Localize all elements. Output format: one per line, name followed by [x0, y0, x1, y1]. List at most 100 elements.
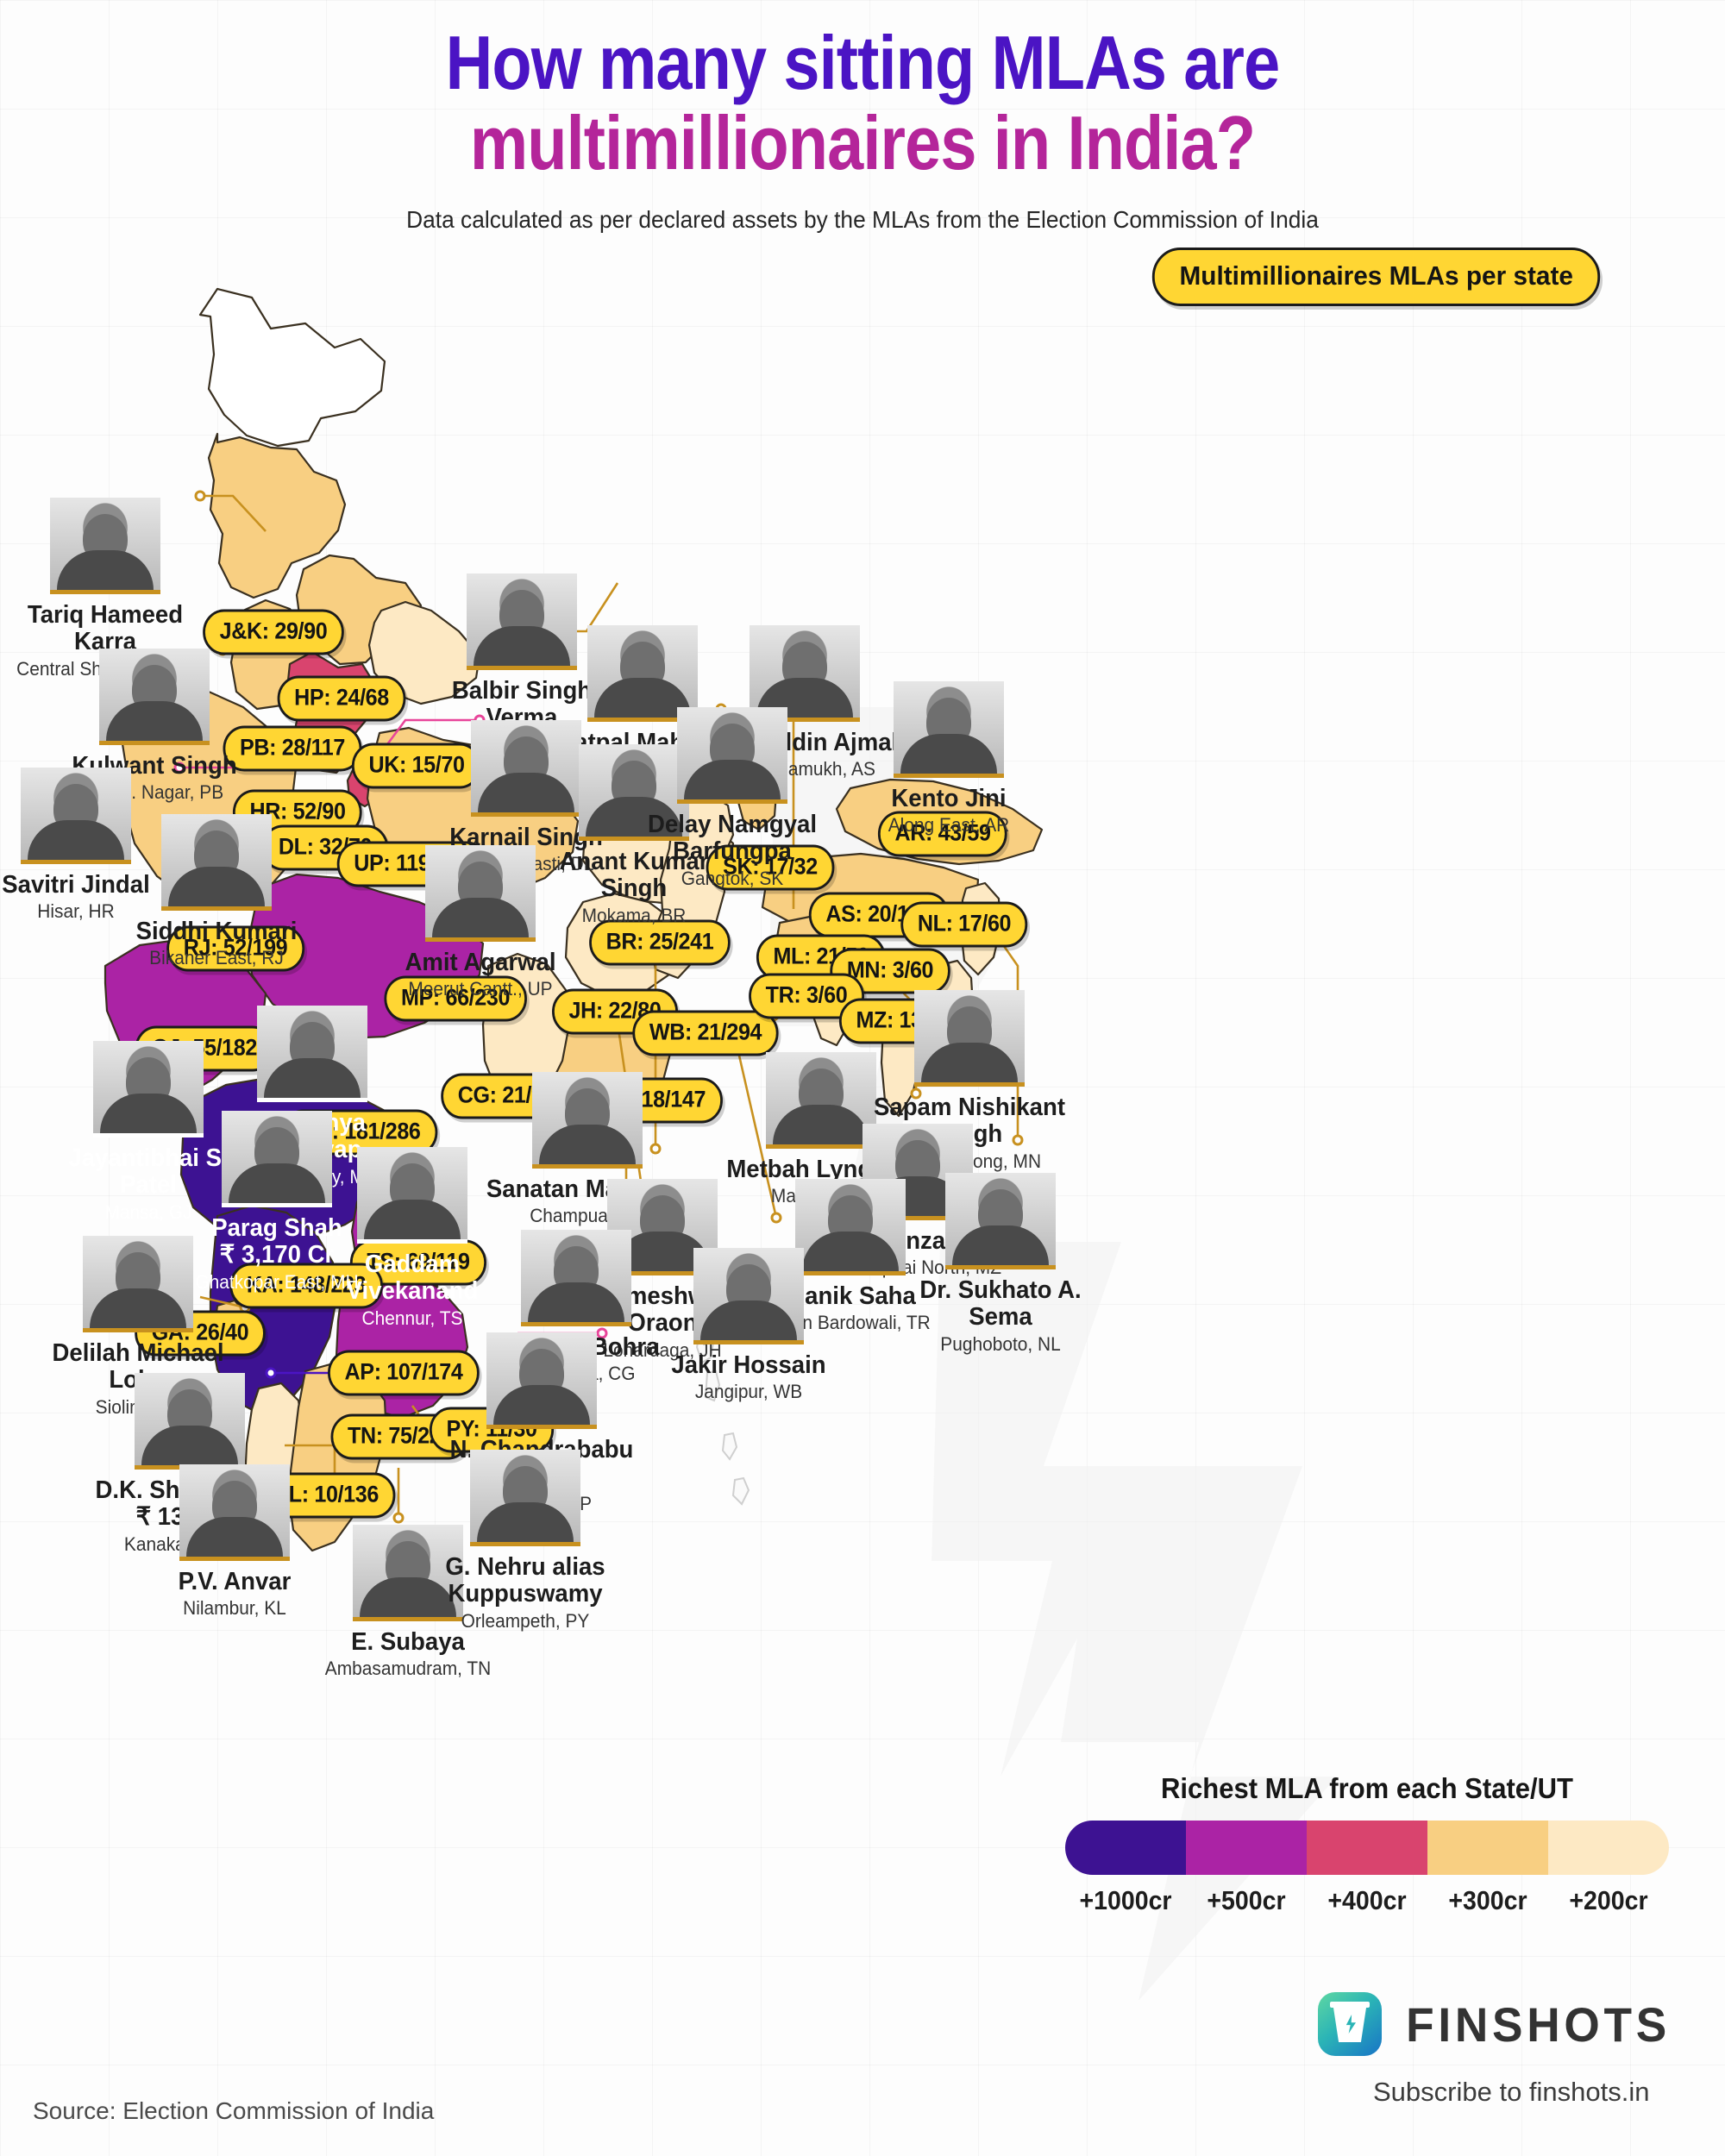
person-name: Anant Kumar Singh	[559, 848, 709, 903]
person-photo-anvar	[179, 1464, 290, 1561]
person-card-siddhi: Siddhi Kumari Bikaner East, RJ	[109, 814, 324, 969]
leader-dot-rameshwar	[649, 1143, 662, 1155]
person-card-manik: Manik Saha Town Bardowali, TR	[743, 1179, 958, 1334]
person-card-kento: Kento Jini Along East, AR	[841, 681, 1057, 837]
person-photo-gaddam	[357, 1147, 467, 1244]
person-photo-kento	[894, 681, 1004, 778]
state-pill-wb[interactable]: WB: 21/294	[632, 1010, 779, 1056]
person-card-chetanya: Chetanya KashyapRatlam City, MP	[204, 1006, 420, 1188]
state-pill-br[interactable]: BR: 25/241	[589, 919, 731, 966]
state-pill-mn[interactable]: MN: 3/60	[830, 948, 950, 994]
person-photo-subaya	[353, 1525, 463, 1621]
person-card-amit: Amit Agarwal Meerut Cantt., UP	[373, 845, 588, 1000]
person-constituency: Jangipur, WB	[694, 1381, 803, 1403]
person-card-anant: Anant Kumar Singh Mokama, BR	[526, 744, 742, 926]
person-photo-jayanti	[93, 1041, 204, 1138]
person-photo-metbah	[766, 1052, 876, 1149]
state-jk	[207, 432, 347, 599]
state-pill-rj[interactable]: RJ: 52/199	[166, 925, 304, 972]
person-photo-karnail	[471, 720, 581, 817]
person-card-nehru: G. Nehru alias Kuppuswamy Orleampeth, PY	[417, 1450, 633, 1632]
person-name: E. Subaya	[351, 1628, 465, 1656]
leader-dot-subaya	[392, 1512, 405, 1524]
brand-name: FINSHOTS	[1406, 1996, 1672, 2052]
person-constituency: Gangtok, SK	[681, 867, 784, 889]
state-pill-uk[interactable]: UK: 15/70	[351, 743, 482, 789]
state-uk	[367, 600, 481, 705]
person-name: Jayantibhai S. Patel	[68, 1144, 229, 1200]
person-card-savitri: Savitri Jindal Hisar, HR	[0, 768, 184, 923]
state-pill-nl[interactable]: NL: 17/60	[900, 901, 1028, 948]
person-card-parag: Parag Shah ₹ 3,170 Cr Ghatkopar East, MH	[169, 1111, 385, 1294]
state-pill-ar[interactable]: AR: 43/59	[877, 811, 1008, 857]
person-photo-siddhi	[161, 814, 272, 911]
person-photo-karra	[50, 498, 160, 594]
map-legend: Richest MLA from each State/UT +1000cr +5…	[1065, 1772, 1669, 1916]
person-name: G. Nehru alias Kuppuswamy	[445, 1553, 605, 1608]
person-photo-satpal	[587, 625, 698, 722]
state-pill-ap[interactable]: AP: 107/174	[328, 1350, 480, 1396]
source-note: Source: Election Commission of India	[33, 2097, 435, 2124]
person-photo-balbir	[467, 573, 577, 670]
state-pill-mz[interactable]: MZ: 13/40	[838, 998, 969, 1044]
person-photo-sanatan	[532, 1072, 643, 1169]
legend-label-1: +500cr	[1207, 1885, 1286, 1915]
legend-swatches	[1065, 1821, 1669, 1875]
leader-dot-ginzalala	[910, 1087, 922, 1100]
header: How many sitting MLAs are multimillionai…	[0, 0, 1725, 234]
person-constituency: Chennur, TS	[361, 1307, 463, 1329]
person-photo-anant	[579, 744, 689, 841]
person-constituency: Pughoboto, NL	[940, 1332, 1061, 1355]
person-constituency: Mokama, BR	[581, 904, 687, 926]
state-ladakh	[198, 287, 386, 448]
person-photo-nehru	[470, 1450, 580, 1546]
person-photo-parag	[222, 1111, 332, 1207]
person-name: Amit Agarwal	[405, 949, 556, 976]
legend-swatch-2	[1307, 1821, 1427, 1875]
state-pill-mp[interactable]: MP: 66/230	[384, 975, 527, 1022]
legend-swatch-4	[1548, 1821, 1669, 1875]
state-pill-hp[interactable]: HP: 24/68	[277, 675, 406, 722]
person-constituency: Nilambur, KL	[183, 1597, 286, 1620]
person-constituency: Hisar, HR	[37, 900, 115, 923]
person-photo-jakir	[693, 1248, 804, 1344]
person-photo-sukhato	[945, 1173, 1056, 1269]
person-name: Delay Namgyal Barfungpa	[647, 811, 817, 866]
person-card-anvar: P.V. Anvar Nilambur, KL	[127, 1464, 342, 1620]
person-card-jakir: Jakir Hossain Jangipur, WB	[641, 1248, 856, 1403]
person-photo-bhawna	[521, 1230, 631, 1326]
person-card-jayanti: Jayantibhai S. Patel Mansa, GJ	[41, 1041, 256, 1223]
india-choropleth-map: J&K: 29/90 HP: 24/68 PB: 28/117 UK: 15/70 HR…	[0, 285, 1725, 2061]
legend-swatch-3	[1427, 1821, 1548, 1875]
finshots-logo-icon	[1318, 1992, 1382, 2056]
legend-label-2: +400cr	[1327, 1885, 1407, 1915]
person-photo-delilah	[83, 1236, 193, 1332]
subscribe-text: Subscribe to finshots.in	[1373, 2077, 1650, 2107]
page-title-line1: How many sitting MLAs are	[445, 20, 1281, 105]
state-pill-jk[interactable]: J&K: 29/90	[203, 609, 344, 655]
person-name: Gaddam Vivekanand	[346, 1250, 479, 1306]
leader-dot-dks	[265, 1367, 277, 1379]
legend-swatch-1	[1186, 1821, 1307, 1875]
legend-swatch-0	[1065, 1821, 1186, 1875]
leader-dot-karra	[194, 490, 206, 502]
person-name: Dr. Sukhato A. Sema	[919, 1276, 1082, 1332]
state-pill-ka[interactable]: KA: 148/223	[229, 1263, 383, 1309]
person-photo-chetanya	[257, 1006, 367, 1102]
person-constituency: Bikaner East, RJ	[149, 947, 284, 969]
person-card-delilah: Delilah Michael LoboSiolim, GA	[30, 1236, 246, 1418]
person-constituency: Along East, AR	[888, 814, 1010, 837]
person-name: Kento Jini	[891, 785, 1007, 812]
state-pill-sk[interactable]: SK: 17/32	[706, 844, 835, 891]
person-photo-naidu	[486, 1332, 597, 1429]
finshots-brand: FINSHOTS	[1318, 1992, 1678, 2056]
person-photo-amit	[425, 845, 536, 942]
legend-label-0: +1000cr	[1079, 1885, 1172, 1915]
page-title-line2: multimillionaires in India?	[469, 100, 1256, 186]
person-constituency: Ambasamudram, TN	[324, 1658, 492, 1680]
legend-label-3: +300cr	[1448, 1885, 1527, 1915]
leader-dot-sukhato	[1012, 1134, 1024, 1146]
person-photo-delay	[677, 707, 787, 804]
person-photo-sapam	[914, 990, 1025, 1087]
